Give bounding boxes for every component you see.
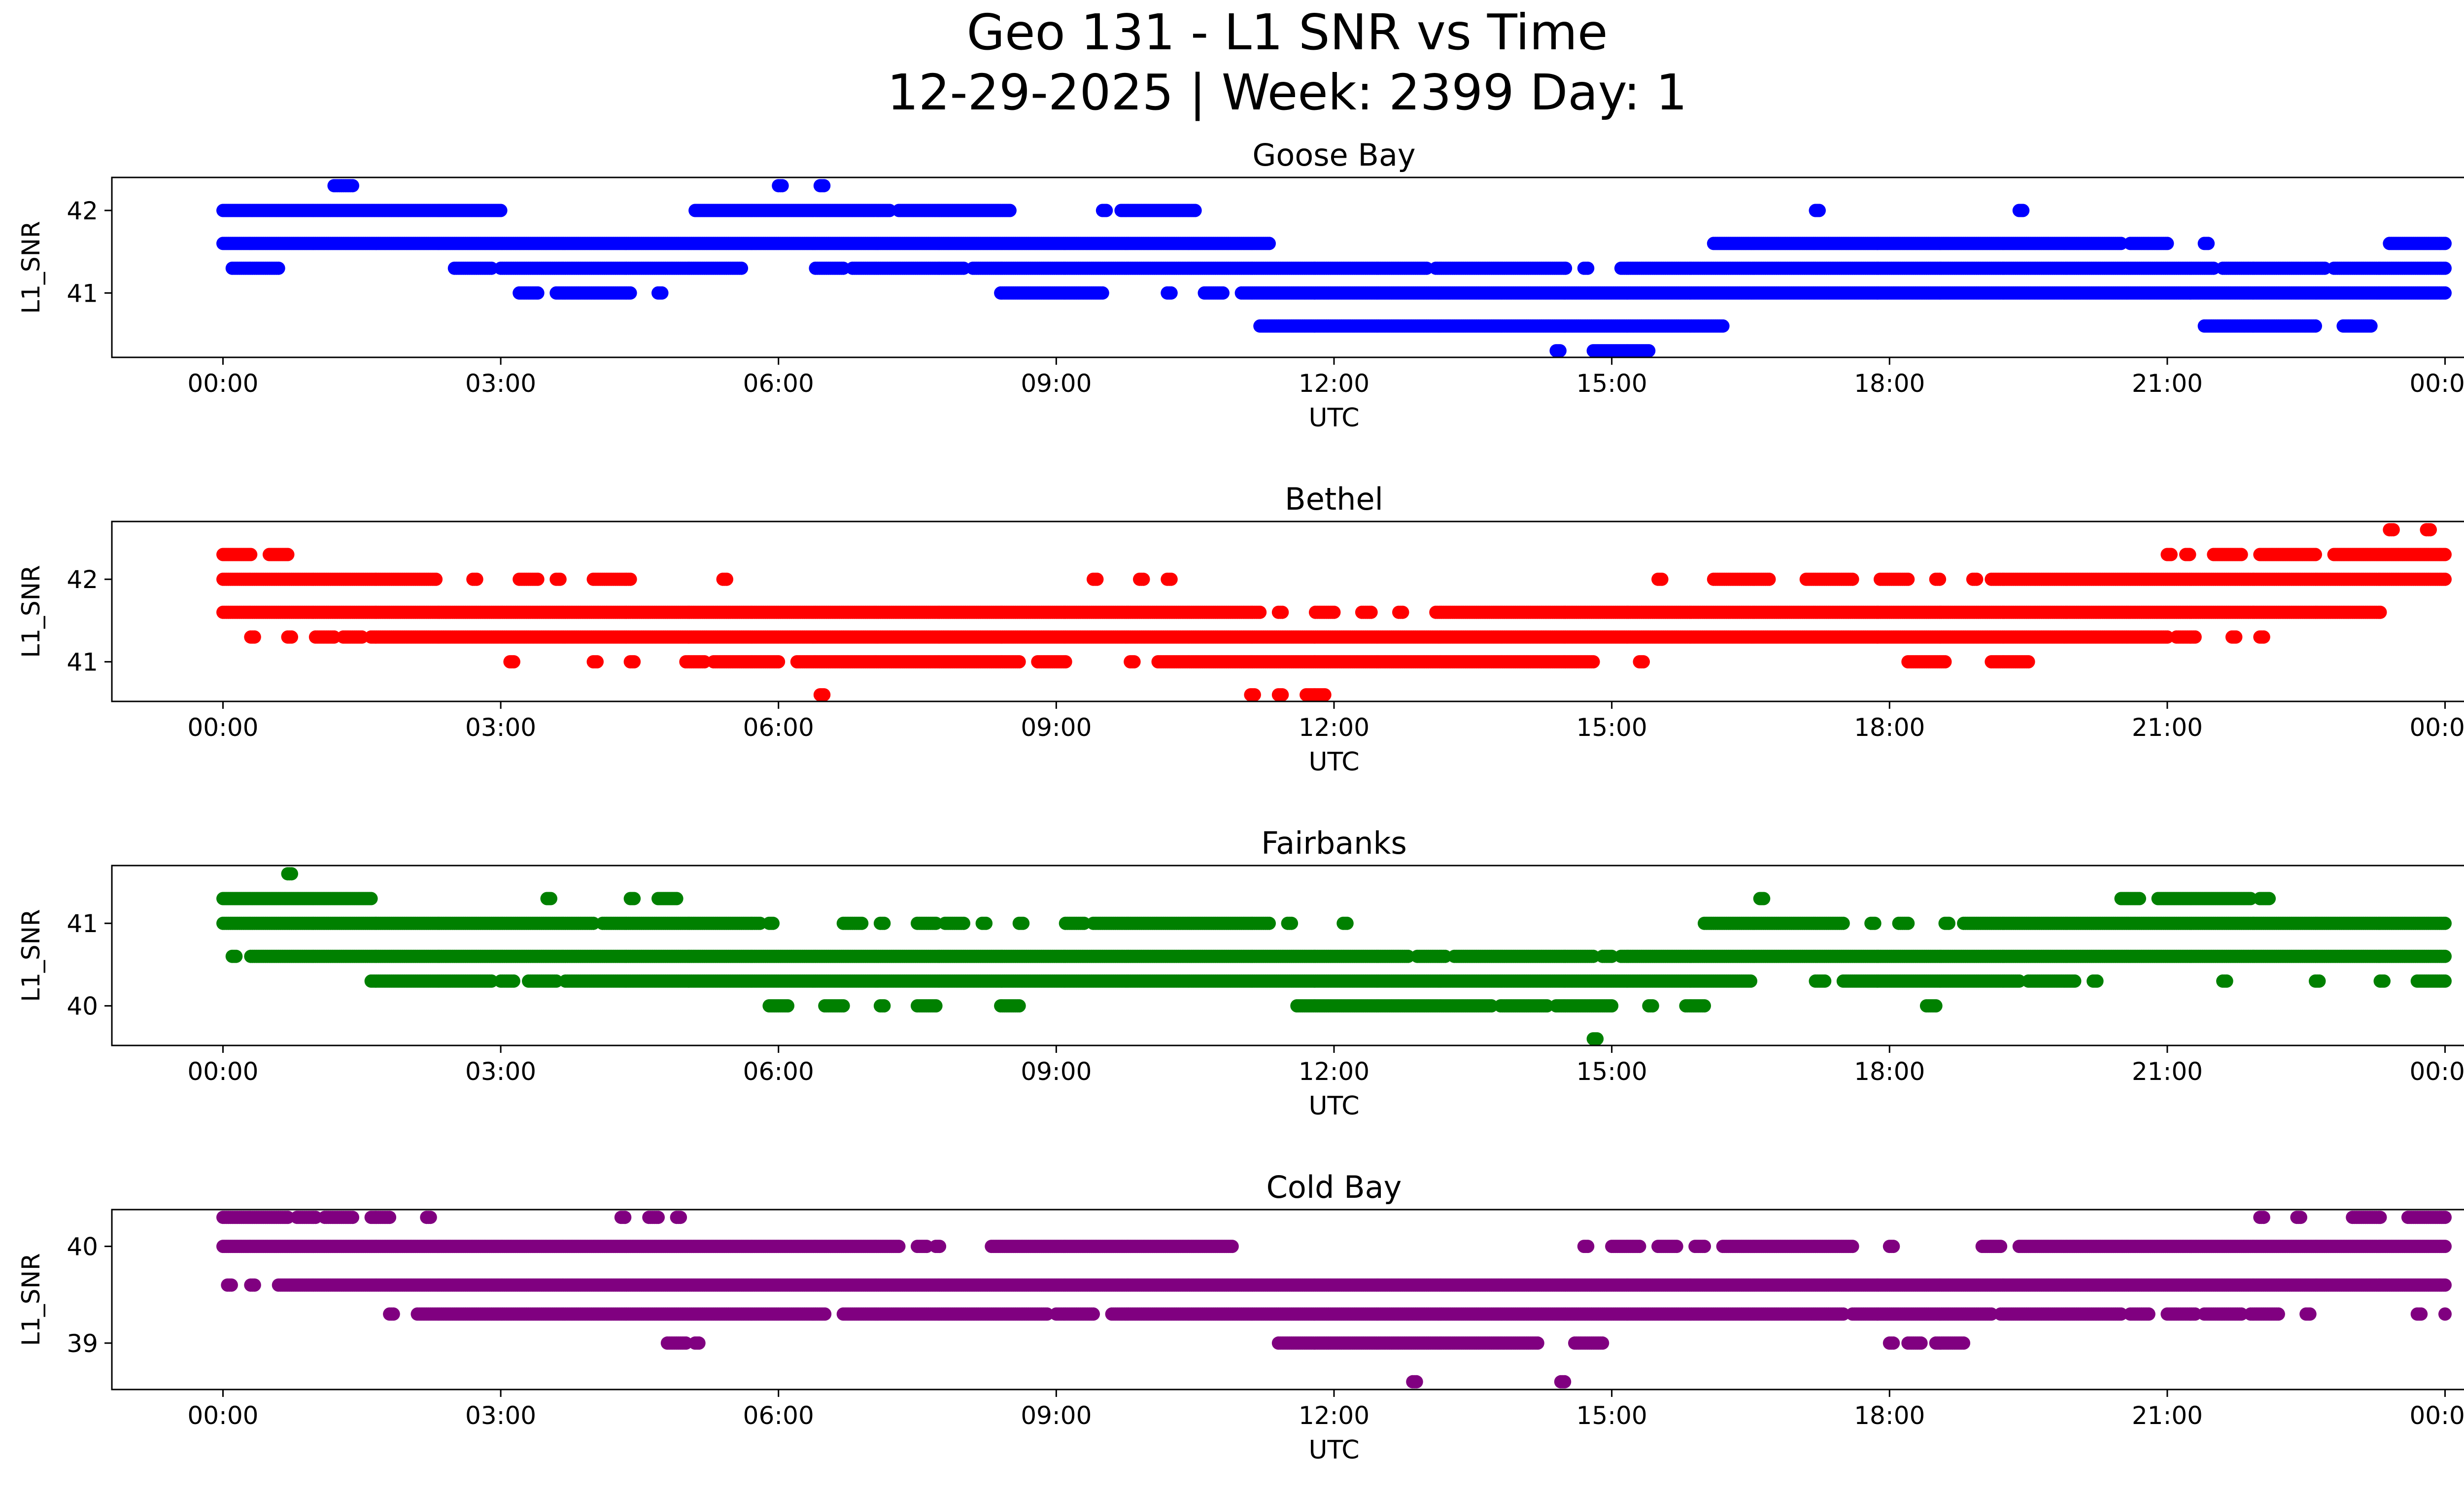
- data-point: [470, 572, 483, 586]
- data-point: [1813, 204, 1826, 217]
- x-tick-label: 03:00: [465, 369, 536, 398]
- data-points-goose-bay: [216, 179, 2452, 357]
- data-point: [1263, 237, 1276, 250]
- x-tick-label: 09:00: [1021, 369, 1092, 398]
- data-point: [2386, 523, 2400, 537]
- data-point: [1642, 344, 1656, 357]
- x-tick-label: 15:00: [1576, 369, 1647, 398]
- data-point: [2160, 237, 2174, 250]
- subplot-title: Bethel: [1285, 481, 1383, 517]
- data-point: [883, 204, 896, 217]
- data-point: [484, 261, 498, 275]
- data-point: [1003, 204, 1017, 217]
- y-tick-label: 42: [67, 197, 98, 225]
- data-point: [623, 286, 637, 300]
- data-point: [1901, 572, 1915, 586]
- data-point: [655, 286, 669, 300]
- x-tick-label: 00:00: [2409, 369, 2464, 398]
- data-point: [2016, 204, 2030, 217]
- data-point: [2309, 319, 2322, 333]
- x-tick-label: 00:00: [187, 369, 258, 398]
- data-point: [1364, 605, 1378, 619]
- data-point: [2318, 261, 2331, 275]
- data-point: [1716, 319, 1730, 333]
- data-point: [2424, 523, 2437, 537]
- data-point: [957, 261, 970, 275]
- data-point: [2309, 548, 2322, 561]
- data-point: [531, 572, 545, 586]
- data-point: [1420, 261, 1434, 275]
- data-point: [1970, 572, 1984, 586]
- data-point: [1581, 261, 1595, 275]
- data-point: [1275, 605, 1289, 619]
- data-point: [2438, 286, 2452, 300]
- data-point: [2438, 237, 2452, 250]
- data-point: [531, 286, 545, 300]
- data-point: [1327, 605, 1341, 619]
- x-axis-label: UTC: [1308, 403, 1359, 433]
- data-point: [2438, 261, 2452, 275]
- data-point: [1188, 204, 1202, 217]
- data-point: [1090, 572, 1104, 586]
- data-point: [346, 179, 359, 193]
- data-point: [1655, 572, 1669, 586]
- data-point: [1553, 344, 1567, 357]
- data-point: [2438, 548, 2452, 561]
- data-points-bethel: [216, 523, 2452, 701]
- data-point: [2201, 237, 2215, 250]
- data-point: [1253, 605, 1267, 619]
- subplot-goose-bay: Goose Bay 00:00 03:00 06:00 09:00 12:00 15:00 1…: [17, 137, 2464, 433]
- y-axis-label: L1_SNR: [17, 221, 45, 314]
- subplots-container: Goose Bay 00:00 03:00 06:00 09:00 12:00 15:00 1…: [17, 137, 2464, 1465]
- y-tick-label: 41: [67, 279, 98, 308]
- data-point: [836, 261, 850, 275]
- data-point: [817, 179, 831, 193]
- data-point: [1164, 572, 1178, 586]
- data-point: [735, 261, 749, 275]
- data-point: [494, 204, 508, 217]
- data-point: [1559, 261, 1573, 275]
- data-point: [2438, 572, 2452, 586]
- figure-title-line1: Geo 131 - L1 SNR vs Time: [967, 3, 1608, 61]
- data-point: [1216, 286, 1230, 300]
- data-point: [1762, 572, 1776, 586]
- data-point: [720, 572, 733, 586]
- data-point: [2234, 548, 2248, 561]
- data-point: [429, 572, 443, 586]
- subplot-title: Goose Bay: [1252, 137, 1415, 173]
- data-point: [1095, 286, 1109, 300]
- data-point: [1396, 605, 1409, 619]
- data-point: [244, 548, 258, 561]
- data-point: [1846, 572, 1859, 586]
- data-point: [1136, 572, 1150, 586]
- data-point: [623, 572, 637, 586]
- data-point: [1099, 204, 1113, 217]
- data-point: [2164, 548, 2178, 561]
- x-tick-label: 06:00: [743, 369, 814, 398]
- data-point: [2364, 319, 2378, 333]
- x-tick-label: 12:00: [1299, 369, 1369, 398]
- x-tick-label: 21:00: [2132, 369, 2203, 398]
- data-point: [1164, 286, 1178, 300]
- data-point: [281, 548, 295, 561]
- figure-title-line2: 12-29-2025 | Week: 2399 Day: 1: [887, 64, 1687, 121]
- data-point: [2114, 237, 2128, 250]
- data-point: [1933, 572, 1947, 586]
- data-point: [272, 261, 285, 275]
- data-point: [2183, 548, 2196, 561]
- x-tick-label: 18:00: [1854, 369, 1925, 398]
- data-point: [553, 572, 567, 586]
- data-point: [2207, 261, 2221, 275]
- data-point: [775, 179, 789, 193]
